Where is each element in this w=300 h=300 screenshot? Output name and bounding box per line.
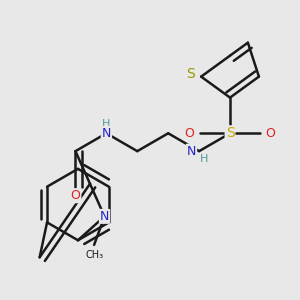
Text: O: O bbox=[184, 127, 194, 140]
Text: O: O bbox=[266, 127, 275, 140]
Text: H: H bbox=[102, 119, 111, 129]
Text: N: N bbox=[100, 210, 109, 223]
Text: H: H bbox=[200, 154, 208, 164]
Text: N: N bbox=[187, 145, 196, 158]
Text: O: O bbox=[70, 189, 80, 202]
Text: N: N bbox=[102, 127, 111, 140]
Text: S: S bbox=[226, 126, 234, 140]
Text: S: S bbox=[187, 67, 195, 81]
Text: CH₃: CH₃ bbox=[85, 250, 103, 260]
